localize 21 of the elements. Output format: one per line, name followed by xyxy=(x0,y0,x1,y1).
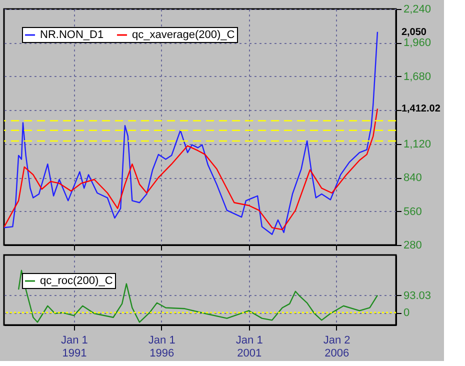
y-tick-label: 280 xyxy=(404,240,422,252)
y-tick-label: 1,120 xyxy=(404,138,432,150)
y-tick-label: 1,960 xyxy=(404,37,432,50)
x-tick-label: Jan 1 1991 xyxy=(60,334,88,360)
annotation: 1,412.02 xyxy=(401,104,441,115)
legend-label: NR.NON_D1 xyxy=(40,29,104,41)
x-tick-label: Jan 1 2001 xyxy=(236,334,263,360)
y-tick-label: 840 xyxy=(404,172,422,184)
line-series xyxy=(4,108,378,230)
y-tick-label: 93.03 xyxy=(404,290,432,302)
line-series xyxy=(18,270,378,323)
y-tick-label: 0 xyxy=(404,307,410,320)
line-series xyxy=(4,31,378,236)
y-tick-label: 1,680 xyxy=(404,70,432,83)
annotation: 2,050 xyxy=(401,26,427,38)
legend-label: qc_xaverage(200)_C xyxy=(132,29,235,41)
y-tick-label: 560 xyxy=(404,206,422,218)
x-tick-label: Jan 1 1996 xyxy=(148,334,176,360)
legend-label: qc_roc(200)_C xyxy=(40,275,113,287)
y-tick-label: 2,240 xyxy=(404,4,432,16)
x-tick-label: Jan 2 2006 xyxy=(323,334,350,360)
